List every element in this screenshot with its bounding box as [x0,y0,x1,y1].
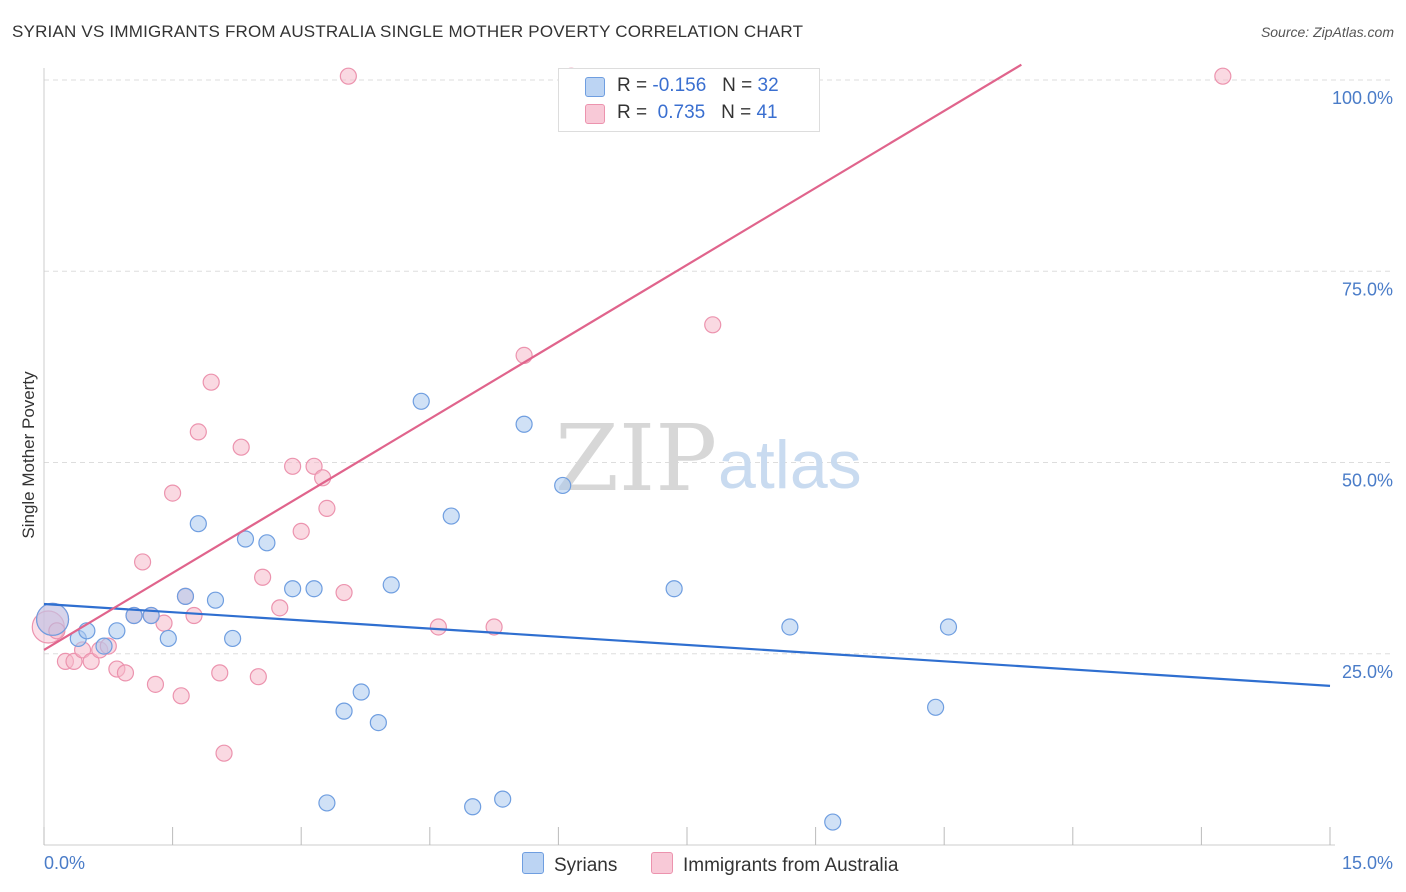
syrians-trend-line [43,602,1331,687]
australia-point-27 [271,599,289,617]
legend-n-label: N = [721,102,752,123]
syrians-point-20 [382,576,400,594]
australia-point-24 [232,438,250,456]
syrians-point-14 [284,580,302,598]
syrians-point-17 [335,702,353,720]
australia-point-30 [305,457,323,475]
x-tick-label-0: 0.0% [44,853,85,873]
syrians-point-22 [442,507,460,525]
australia-point-6 [82,652,100,671]
australia-point-37 [515,346,533,364]
australia-legend-swatch [651,852,673,874]
australia-point-40 [1214,67,1232,85]
y-tick-label-2: 75.0% [1342,279,1393,299]
legend-n-label: N = [722,75,753,96]
legend-r-value-australia: 0.735 [657,102,706,123]
syrians-point-28 [781,618,799,636]
syrians-swatch [585,77,605,97]
syrians-point-9 [189,515,207,533]
syrians-point-31 [939,618,958,636]
syrians-point-18 [352,683,370,701]
syrians-point-11 [224,629,242,648]
syrians-point-27 [665,580,683,598]
syrians-point-25 [515,415,533,433]
syrians-point-3 [95,637,113,655]
y-tick-label-3: 100.0% [1332,88,1393,108]
australia-point-10 [116,664,135,682]
syrians-point-19 [369,713,387,732]
australia-point-39 [704,316,722,334]
legend-n-value-syrians: 32 [757,75,779,96]
australia-point-22 [211,664,229,682]
syrians-point-16 [318,794,336,812]
bottom-legend-australia: Immigrants from Australia [651,852,898,877]
source-credit: Source: ZipAtlas.com [1260,24,1394,40]
syrians-points [35,392,958,831]
australia-point-36 [485,618,503,636]
watermark: ZIP atlas [555,405,862,512]
syrians-point-8 [176,587,195,605]
australia-point-4 [65,652,83,671]
legend-r-label: R = [617,75,648,96]
syrians-point-5 [125,606,143,625]
grid-lines [44,79,1394,655]
y-tick-label-1: 50.0% [1342,471,1393,491]
chart-title: SYRIAN VS IMMIGRANTS FROM AUSTRALIA SING… [12,22,804,41]
syrians-point-10 [206,591,225,609]
syrians-point-30 [927,698,945,716]
australia-point-17 [172,687,190,705]
syrians-point-7 [159,629,177,648]
axes [43,68,1335,846]
legend-n-value-australia: 41 [756,102,778,123]
syrians-point-12 [236,530,255,548]
bottom-legend-syrians: Syrians [522,852,617,877]
australia-point-34 [339,67,357,85]
legend-r-value-syrians: -0.156 [652,75,707,96]
y-tick-label-0: 25.0% [1342,662,1393,682]
australia-point-32 [318,499,336,517]
syrians-point-4 [108,622,126,640]
australia-point-28 [284,457,302,475]
syrians-point-24 [494,790,512,808]
correlation-legend: R = -0.156 N = 32 R = 0.735 N = 41 [558,68,820,132]
australia-point-33 [335,583,353,602]
syrians-legend-label: Syrians [554,855,618,876]
australia-legend-label: Immigrants from Australia [683,855,899,876]
syrians-legend-swatch [522,852,544,874]
australia-point-35 [429,618,447,636]
syrians-point-29 [824,813,842,831]
australia-point-25 [249,668,267,686]
tick-marks [43,827,1331,845]
australia-point-23 [215,744,233,762]
australia-swatch [585,104,605,124]
syrians-point-26 [554,476,572,495]
syrians-point-23 [464,798,482,816]
syrians-point-13 [258,534,276,552]
watermark-atlas: atlas [718,427,862,503]
x-tick-label-1: 15.0% [1342,853,1393,873]
australia-point-21 [202,373,220,391]
tick-labels: 25.0% 50.0% 75.0% 100.0% 0.0% 15.0% [44,88,1393,873]
australia-point-19 [185,606,203,625]
syrians-point-15 [305,580,323,598]
australia-point-29 [292,522,310,540]
australia-point-14 [146,675,165,693]
australia-point-26 [254,568,272,586]
australia-point-12 [133,553,152,571]
trend-lines [43,63,1331,687]
syrians-point-0 [35,602,70,636]
y-axis-label: Single Mother Poverty [19,371,38,539]
syrians-point-21 [412,392,430,410]
australia-point-20 [189,423,207,441]
australia-trend-line [43,63,1022,651]
legend-r-label: R = [617,102,648,123]
watermark-zip: ZIP [555,405,717,512]
australia-point-16 [164,484,182,502]
